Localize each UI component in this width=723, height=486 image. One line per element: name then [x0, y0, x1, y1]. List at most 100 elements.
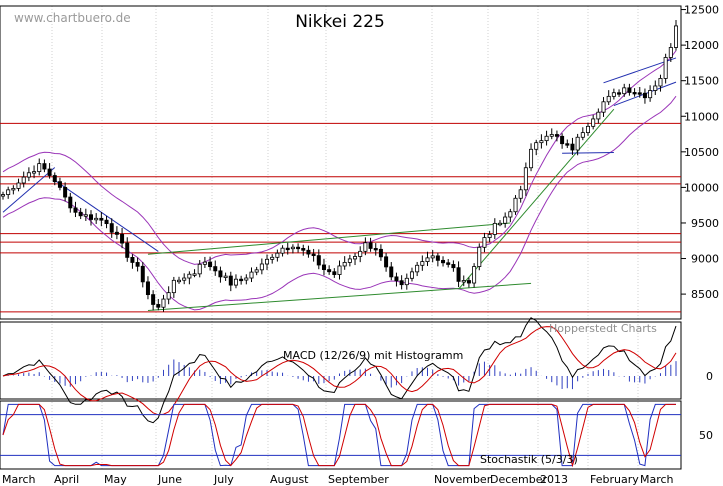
candle-body	[316, 255, 321, 266]
candle-body	[301, 248, 306, 251]
candle-body	[192, 273, 197, 276]
candle-body	[6, 189, 11, 195]
candle-body	[446, 262, 451, 265]
candle-body	[135, 262, 140, 267]
candle-body	[89, 214, 94, 220]
candle-body	[37, 163, 42, 173]
candle-body	[213, 266, 218, 272]
candle-body	[290, 246, 295, 250]
candle-body	[275, 252, 280, 258]
candle-body	[441, 259, 446, 264]
candle-body	[466, 280, 471, 284]
candle-body	[451, 264, 456, 269]
candle-body	[570, 143, 575, 151]
macd-signal-line	[2, 326, 677, 416]
candle-body	[477, 246, 482, 267]
macd-title: MACD (12/26/9) mit Histogramm	[283, 349, 463, 362]
stochastic-panel	[0, 403, 681, 468]
month-label: July	[213, 473, 234, 486]
macd-line	[2, 317, 677, 424]
price-tick-label: 12500	[684, 4, 719, 17]
candle-body	[47, 168, 52, 176]
candle-body	[539, 140, 544, 144]
candle-body	[177, 279, 182, 283]
candle-body	[83, 214, 88, 217]
candle-body	[575, 136, 580, 151]
candle-body	[197, 263, 202, 275]
trend-line	[458, 108, 615, 290]
candle-body	[26, 172, 31, 178]
candle-body	[611, 92, 616, 97]
candle-body	[145, 281, 150, 296]
candle-body	[409, 271, 414, 279]
candle-body	[156, 304, 161, 308]
candle-body	[171, 279, 176, 294]
candle-body	[32, 171, 37, 174]
candle-body	[523, 167, 528, 191]
price-tick-label: 9500	[691, 217, 719, 230]
macd-frame	[0, 321, 682, 400]
candle-body	[347, 258, 352, 263]
candle-body	[296, 246, 301, 250]
candle-body	[518, 189, 523, 199]
candle-body	[420, 261, 425, 266]
candle-body	[140, 265, 145, 283]
candle-body	[244, 277, 249, 281]
candle-body	[456, 267, 461, 282]
watermark: www.chartbuero.de	[14, 11, 131, 25]
candle-body	[306, 249, 311, 255]
candle-body	[130, 257, 135, 263]
candle-body	[513, 197, 518, 213]
candle-body	[653, 85, 658, 91]
candle-body	[394, 276, 399, 282]
candle-body	[642, 92, 647, 99]
candle-body	[125, 242, 130, 258]
month-label: August	[270, 473, 309, 486]
bollinger-upper	[2, 50, 677, 265]
candle-body	[73, 207, 78, 213]
candle-body	[109, 223, 114, 233]
candle-body	[0, 194, 6, 197]
candle-body	[120, 233, 125, 244]
candle-body	[202, 261, 207, 265]
candle-body	[353, 256, 358, 260]
candle-body	[270, 256, 275, 260]
candle-body	[554, 134, 559, 137]
month-label: March	[640, 473, 674, 486]
candle-body	[627, 87, 632, 93]
candle-body	[549, 134, 554, 137]
month-label: May	[104, 473, 127, 486]
candle-body	[591, 118, 596, 127]
stochastic-frame	[0, 400, 682, 470]
candle-body	[472, 266, 477, 284]
candle-body	[311, 253, 316, 257]
candle-body	[487, 234, 492, 238]
candle-body	[265, 258, 270, 265]
candle-body	[114, 231, 119, 235]
candle-body	[228, 275, 233, 286]
candle-body	[337, 265, 342, 275]
candle-body	[166, 292, 171, 300]
candle-body	[239, 278, 244, 282]
trend-line	[147, 282, 532, 311]
candle-body	[622, 87, 627, 95]
price-panel	[0, 20, 681, 313]
candle-body	[378, 248, 383, 258]
stochastic-tick-label: 50	[699, 429, 713, 442]
candle-body	[415, 264, 420, 273]
candle-body	[254, 269, 259, 273]
candle-body	[482, 237, 487, 248]
candle-body	[63, 186, 68, 198]
candle-body	[492, 222, 497, 235]
candle-body	[16, 182, 21, 189]
candle-body	[565, 143, 570, 146]
trend-line	[147, 222, 511, 255]
month-label: December	[490, 473, 548, 486]
candle-body	[632, 92, 637, 95]
candle-body	[21, 176, 26, 184]
month-label: 2013	[540, 473, 568, 486]
candle-body	[78, 211, 83, 217]
candle-body	[104, 219, 109, 225]
candle-body	[373, 248, 378, 251]
